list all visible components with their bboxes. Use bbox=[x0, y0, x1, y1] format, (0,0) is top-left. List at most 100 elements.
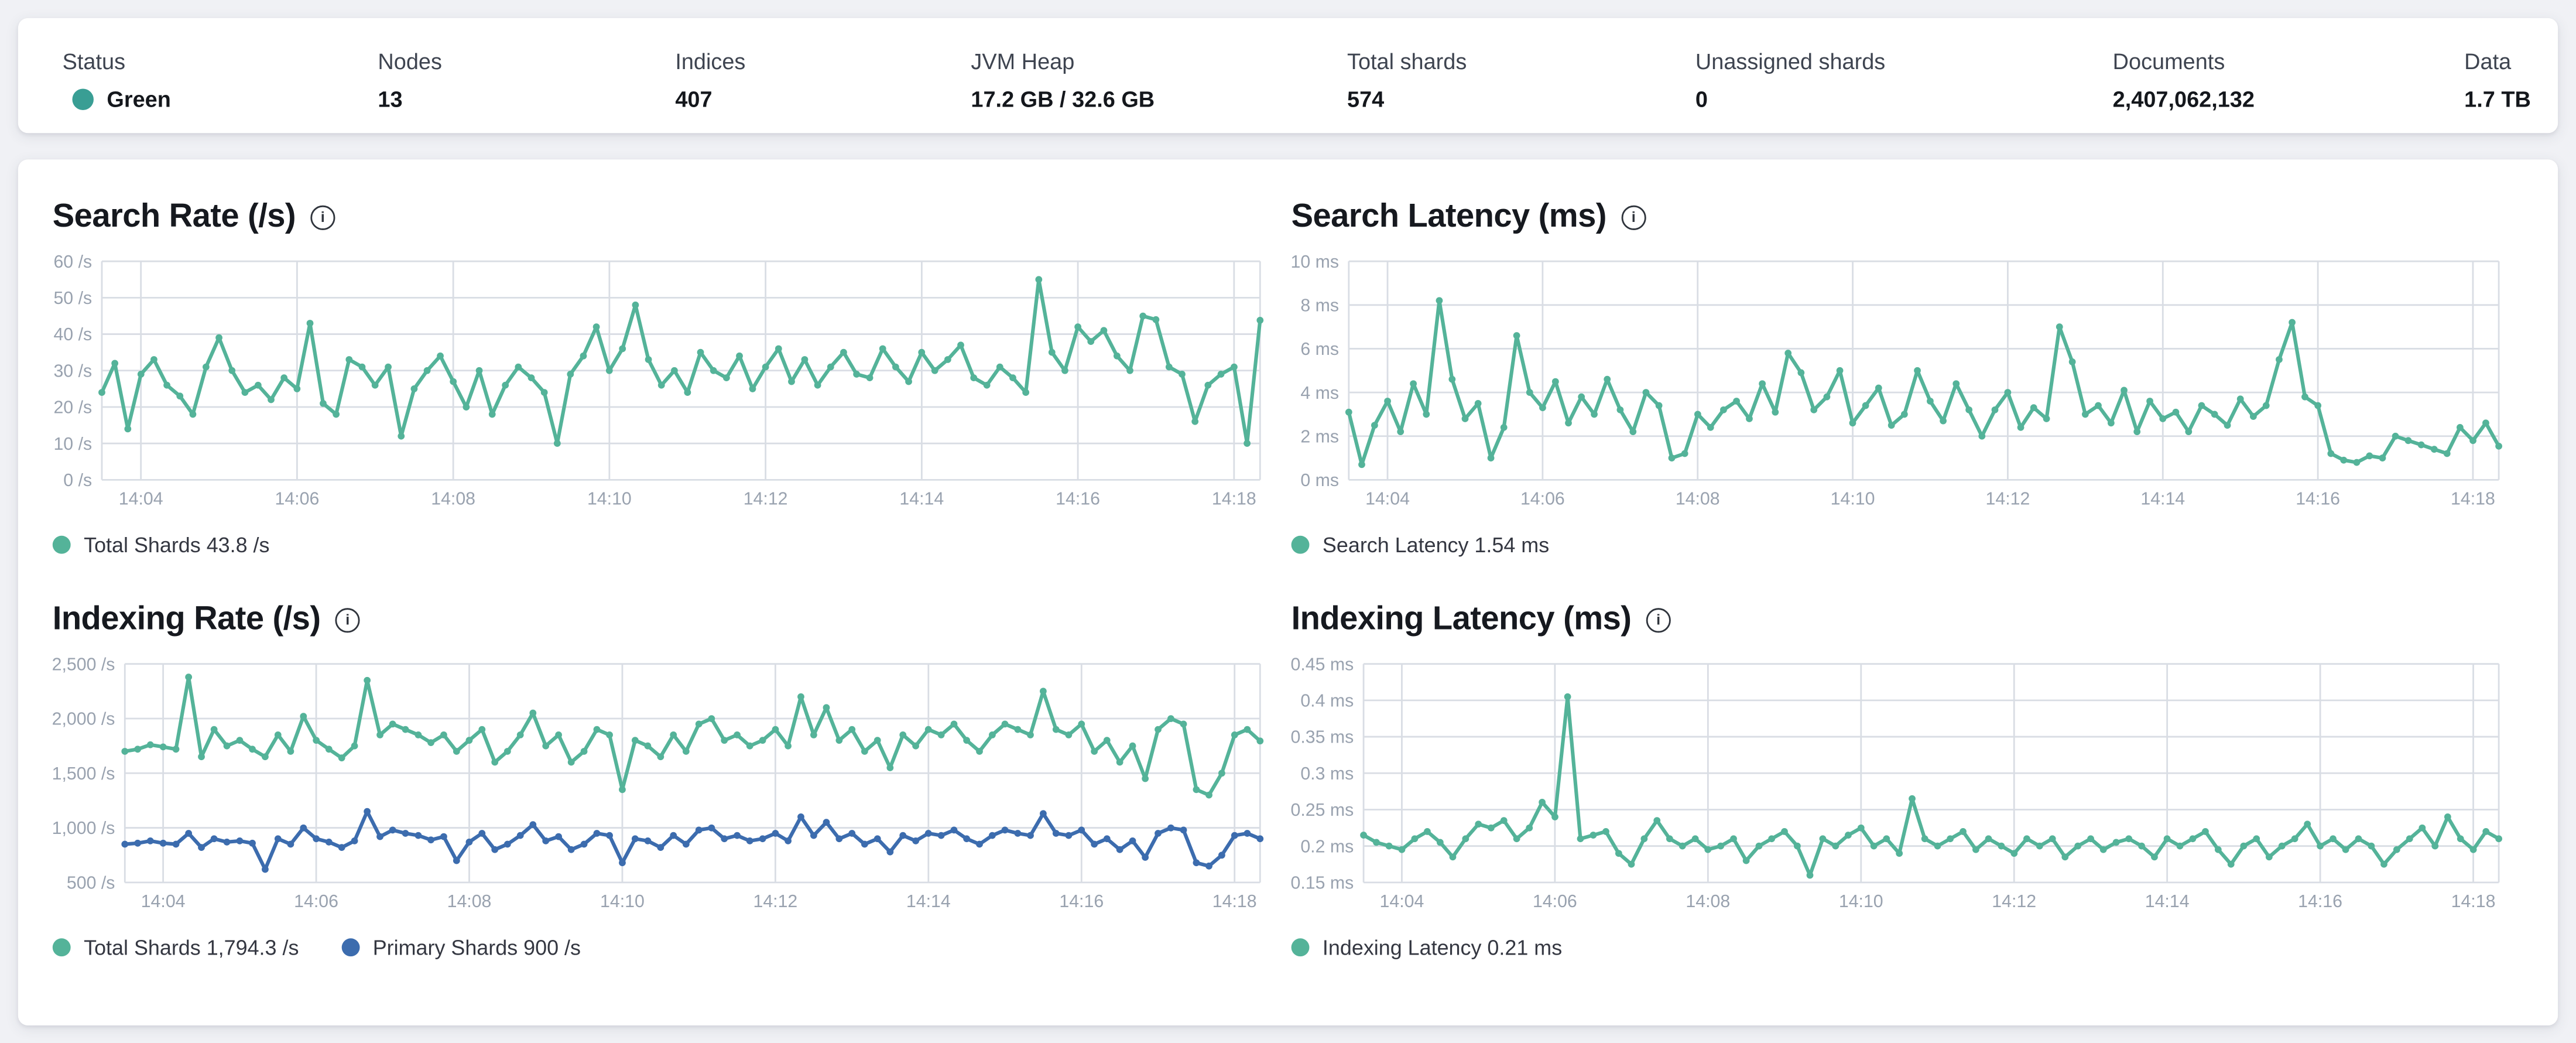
data-point[interactable] bbox=[1927, 398, 1934, 405]
data-point[interactable] bbox=[1022, 389, 1030, 396]
data-point[interactable] bbox=[2393, 846, 2400, 853]
data-point[interactable] bbox=[351, 837, 358, 844]
data-point[interactable] bbox=[1139, 312, 1147, 320]
data-point[interactable] bbox=[210, 835, 218, 843]
data-point[interactable] bbox=[198, 844, 205, 852]
data-point[interactable] bbox=[2431, 842, 2439, 850]
data-point[interactable] bbox=[2317, 842, 2324, 850]
data-point[interactable] bbox=[1231, 731, 1238, 738]
data-point[interactable] bbox=[1870, 842, 1878, 850]
data-point[interactable] bbox=[1205, 862, 1212, 870]
data-point[interactable] bbox=[1155, 830, 1162, 837]
data-point[interactable] bbox=[2301, 393, 2308, 401]
data-point[interactable] bbox=[950, 720, 958, 728]
data-point[interactable] bbox=[1462, 835, 1469, 843]
data-point[interactable] bbox=[2392, 432, 2399, 440]
data-point[interactable] bbox=[983, 381, 991, 389]
data-point[interactable] bbox=[2342, 846, 2349, 853]
data-point[interactable] bbox=[2214, 846, 2222, 853]
data-point[interactable] bbox=[801, 356, 809, 363]
data-point[interactable] bbox=[555, 731, 562, 738]
data-point[interactable] bbox=[2456, 423, 2464, 431]
data-point[interactable] bbox=[1526, 824, 1533, 832]
data-point[interactable] bbox=[684, 389, 691, 396]
data-point[interactable] bbox=[1551, 378, 1559, 385]
series-line[interactable] bbox=[123, 809, 1262, 871]
data-point[interactable] bbox=[2276, 356, 2283, 363]
data-point[interactable] bbox=[2010, 850, 2018, 857]
data-point[interactable] bbox=[721, 737, 728, 744]
data-point[interactable] bbox=[1091, 840, 1098, 848]
data-point[interactable] bbox=[2023, 835, 2030, 843]
data-point[interactable] bbox=[1231, 832, 1238, 839]
data-point[interactable] bbox=[1027, 832, 1034, 839]
data-point[interactable] bbox=[1875, 384, 1882, 392]
data-point[interactable] bbox=[2202, 828, 2209, 835]
data-point[interactable] bbox=[1730, 835, 1737, 843]
data-point[interactable] bbox=[262, 753, 269, 761]
data-point[interactable] bbox=[631, 835, 639, 843]
data-point[interactable] bbox=[2379, 454, 2386, 461]
data-point[interactable] bbox=[415, 832, 422, 839]
data-point[interactable] bbox=[185, 673, 193, 681]
data-point[interactable] bbox=[402, 726, 409, 733]
data-point[interactable] bbox=[905, 378, 912, 385]
data-point[interactable] bbox=[2353, 459, 2361, 466]
data-point[interactable] bbox=[159, 839, 167, 847]
data-point[interactable] bbox=[176, 392, 184, 400]
data-point[interactable] bbox=[931, 367, 938, 374]
data-point[interactable] bbox=[527, 374, 535, 382]
data-point[interactable] bbox=[1411, 835, 1419, 843]
data-point[interactable] bbox=[1755, 842, 1763, 850]
data-point[interactable] bbox=[1629, 428, 1637, 436]
data-point[interactable] bbox=[1113, 352, 1121, 360]
data-point[interactable] bbox=[592, 323, 600, 331]
data-point[interactable] bbox=[1487, 824, 1495, 832]
data-point[interactable] bbox=[262, 866, 269, 873]
data-point[interactable] bbox=[376, 731, 383, 738]
data-point[interactable] bbox=[708, 824, 715, 832]
data-point[interactable] bbox=[338, 754, 345, 762]
data-point[interactable] bbox=[440, 833, 447, 840]
data-point[interactable] bbox=[2482, 828, 2490, 835]
data-point[interactable] bbox=[1615, 850, 1622, 857]
data-point[interactable] bbox=[2211, 411, 2218, 418]
data-point[interactable] bbox=[873, 835, 881, 843]
data-point[interactable] bbox=[1934, 842, 1941, 850]
data-point[interactable] bbox=[2419, 824, 2426, 832]
data-point[interactable] bbox=[976, 748, 983, 755]
data-point[interactable] bbox=[697, 348, 704, 356]
data-point[interactable] bbox=[631, 737, 639, 744]
data-point[interactable] bbox=[529, 709, 537, 717]
data-point[interactable] bbox=[1857, 824, 1865, 832]
data-point[interactable] bbox=[996, 363, 1003, 371]
data-point[interactable] bbox=[1167, 715, 1174, 723]
data-point[interactable] bbox=[1810, 406, 1818, 413]
data-point[interactable] bbox=[1116, 846, 1123, 853]
data-point[interactable] bbox=[785, 742, 792, 750]
data-point[interactable] bbox=[1991, 406, 1999, 413]
data-point[interactable] bbox=[236, 837, 244, 844]
data-point[interactable] bbox=[670, 731, 677, 738]
data-point[interactable] bbox=[1602, 828, 1609, 835]
data-point[interactable] bbox=[963, 737, 971, 744]
data-point[interactable] bbox=[2495, 835, 2503, 843]
data-point[interactable] bbox=[1642, 389, 1650, 396]
data-point[interactable] bbox=[1373, 839, 1380, 846]
data-point[interactable] bbox=[1014, 830, 1022, 837]
indexing-rate-chart-canvas[interactable]: 500 /s 1,000 /s 1,500 /s 2,000 /s 2,500 /s 14… bbox=[52, 646, 1275, 925]
data-point[interactable] bbox=[785, 837, 792, 844]
data-point[interactable] bbox=[1061, 367, 1068, 374]
data-point[interactable] bbox=[540, 389, 548, 396]
data-point[interactable] bbox=[772, 726, 779, 733]
data-point[interactable] bbox=[351, 742, 358, 750]
data-point[interactable] bbox=[1256, 317, 1264, 324]
data-point[interactable] bbox=[241, 389, 249, 396]
data-point[interactable] bbox=[287, 840, 294, 848]
data-point[interactable] bbox=[402, 830, 409, 837]
data-point[interactable] bbox=[2304, 820, 2311, 828]
data-point[interactable] bbox=[879, 345, 886, 353]
data-point[interactable] bbox=[1832, 842, 1839, 850]
data-point[interactable] bbox=[555, 833, 562, 840]
series-search-latency[interactable] bbox=[1345, 297, 2503, 469]
